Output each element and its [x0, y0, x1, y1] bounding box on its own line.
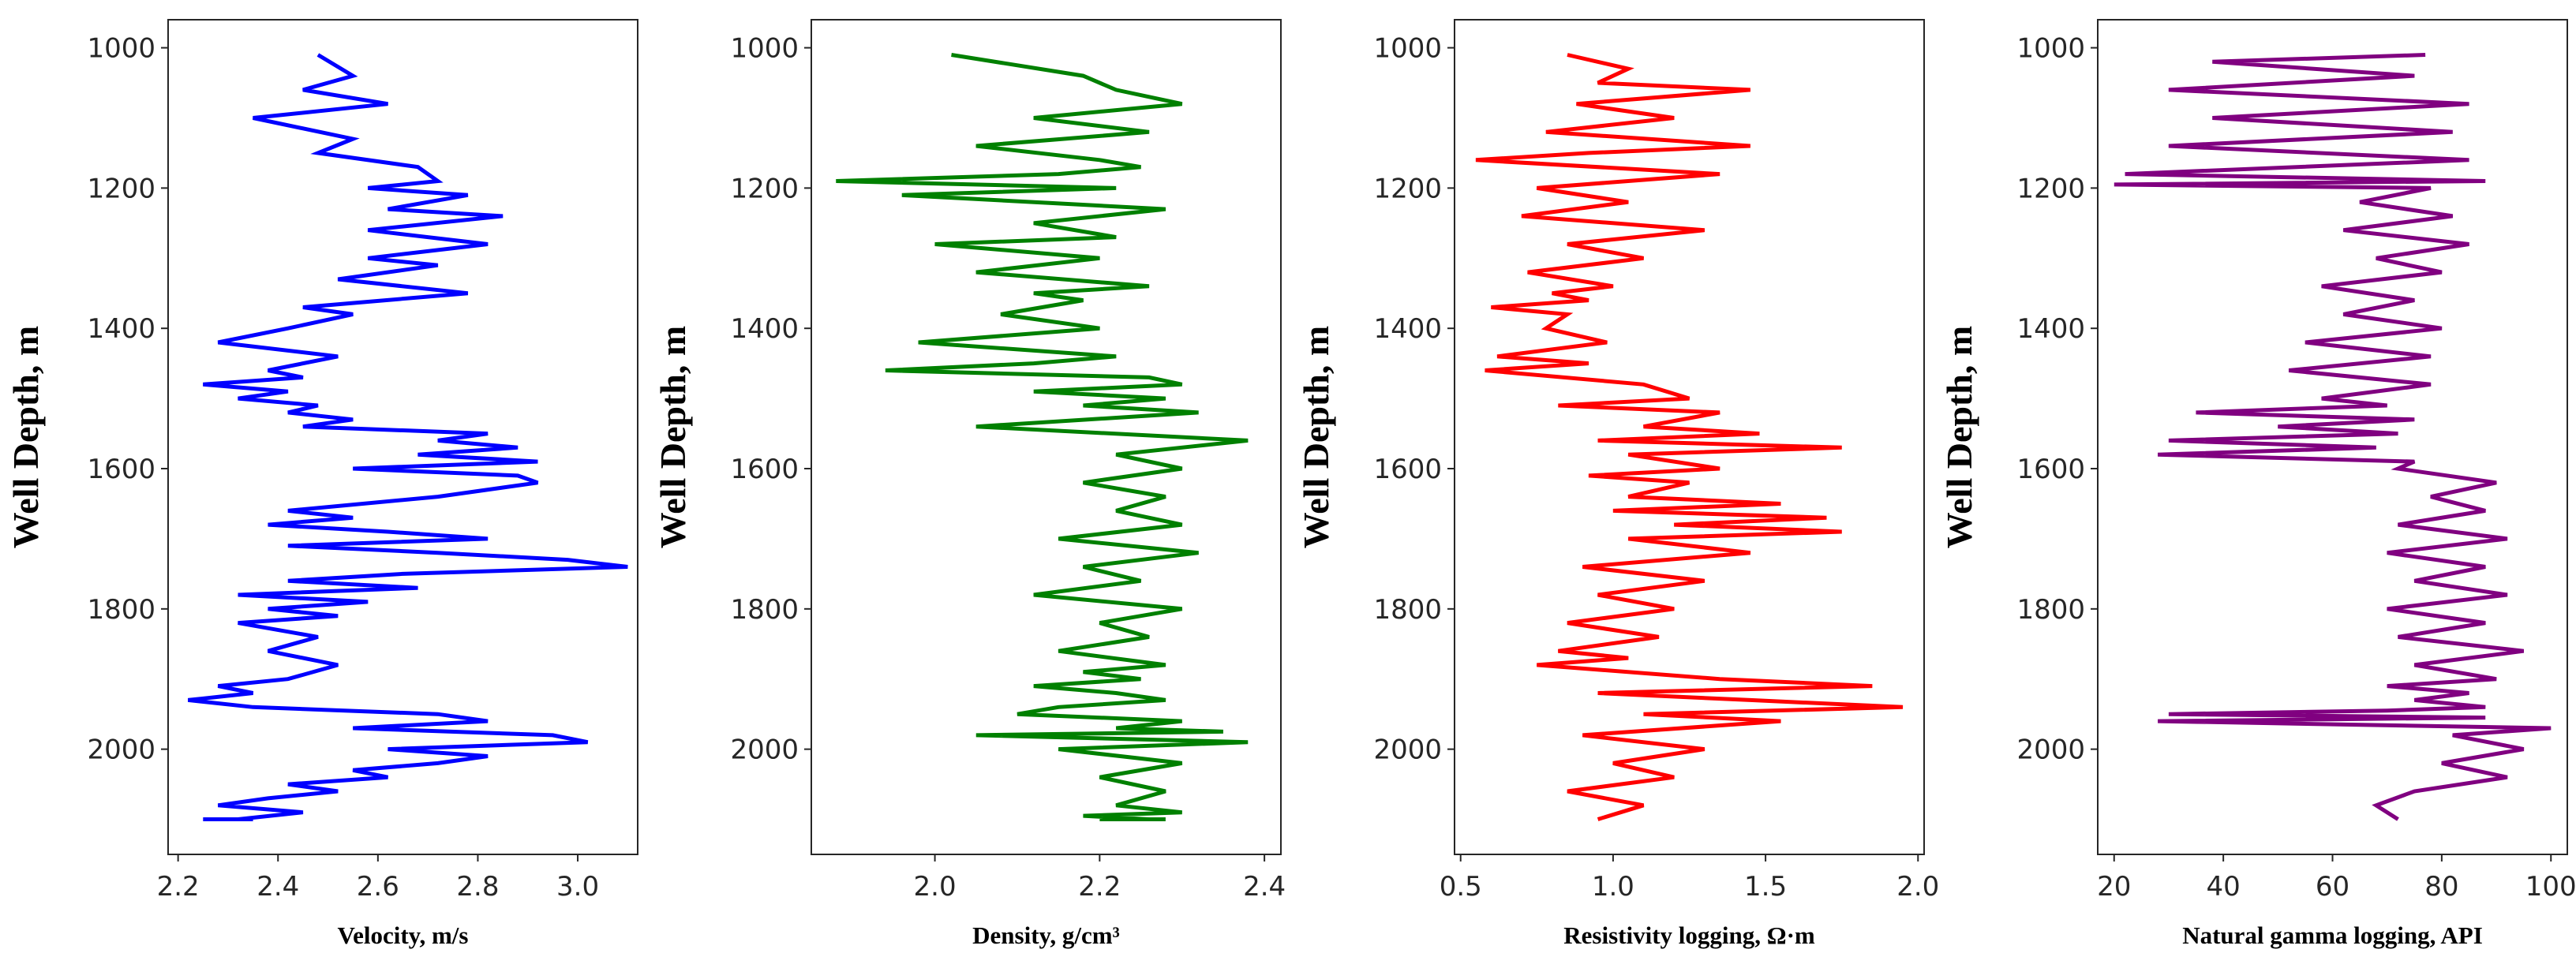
x-tick-label: 2.0	[914, 871, 957, 903]
x-axis-label: Density, g/cm³	[972, 921, 1120, 949]
x-tick-label: 60	[2316, 871, 2349, 903]
y-tick-label: 1200	[87, 173, 155, 204]
x-tick-label: 2.2	[157, 871, 200, 903]
density-panel: 1000 1200 1400 1600 1800 2000 2.0 2.2 2.4 Density…	[653, 19, 1286, 949]
x-tick-label: 2.6	[357, 871, 399, 903]
log-trace-line	[836, 53, 1249, 821]
x-tick-label: 20	[2097, 871, 2131, 903]
y-tick-label: 1000	[1373, 33, 1442, 65]
y-tick-label: 1200	[2016, 173, 2085, 204]
velocity-panel: 1000 1200 1400 1600 1800 2000 2.2 2.4 2.6 2.8 3.0 V…	[6, 19, 638, 949]
resistivity-panel: 1000 1200 1400 1600 1800 2000 0.5 1.0 1.5 2.0 Resi…	[1296, 19, 1939, 949]
y-tick-label: 1600	[730, 454, 799, 485]
y-tick-label: 1000	[87, 33, 155, 65]
x-tick-label: 2.2	[1078, 871, 1121, 903]
x-tick-label: 0.5	[1440, 871, 1482, 903]
x-tick-label: 2.0	[1896, 871, 1939, 903]
x-tick-label: 2.4	[256, 871, 299, 903]
y-tick-label: 1200	[1373, 173, 1442, 204]
y-tick-label: 1800	[1373, 594, 1442, 626]
y-tick-label: 1400	[2016, 313, 2085, 345]
y-tick-label: 2000	[730, 734, 799, 766]
y-axis-label: Well Depth, m	[653, 326, 693, 548]
x-axis-label: Natural gamma logging, API	[2182, 921, 2483, 949]
log-trace-line	[188, 53, 628, 821]
plot-frame	[811, 19, 1282, 855]
plot-frame	[167, 19, 638, 855]
y-tick-label: 2000	[1373, 734, 1442, 766]
y-tick-label: 1400	[1373, 313, 1442, 345]
y-axis-label: Well Depth, m	[6, 326, 46, 548]
y-tick-label: 1200	[730, 173, 799, 204]
log-trace-line	[2114, 53, 2552, 821]
plot-frame	[1454, 19, 1925, 855]
natural-gamma-panel: 1000 1200 1400 1600 1800 2000 20 40 60 80 100 Natur…	[1939, 19, 2576, 949]
x-tick-label: 100	[2525, 871, 2576, 903]
x-tick-label: 2.8	[456, 871, 499, 903]
x-axis-label: Velocity, m/s	[338, 921, 469, 949]
y-tick-label: 1800	[87, 594, 155, 626]
x-tick-label: 80	[2424, 871, 2458, 903]
y-tick-label: 1400	[87, 313, 155, 345]
y-tick-label: 1400	[730, 313, 799, 345]
x-tick-label: 3.0	[556, 871, 599, 903]
log-trace-line	[1475, 53, 1904, 821]
y-tick-label: 1600	[1373, 454, 1442, 485]
x-tick-label: 40	[2206, 871, 2240, 903]
y-tick-label: 2000	[2016, 734, 2085, 766]
y-tick-label: 1600	[2016, 454, 2085, 485]
x-axis-label: Resistivity logging, Ω·m	[1563, 921, 1815, 949]
y-tick-label: 1600	[87, 454, 155, 485]
y-tick-label: 1800	[2016, 594, 2085, 626]
y-axis-label: Well Depth, m	[1296, 326, 1336, 548]
x-tick-label: 1.5	[1744, 871, 1787, 903]
y-tick-label: 1800	[730, 594, 799, 626]
y-tick-label: 1000	[730, 33, 799, 65]
y-tick-label: 2000	[87, 734, 155, 766]
y-axis-label: Well Depth, m	[1939, 326, 1979, 548]
x-tick-label: 2.4	[1243, 871, 1286, 903]
x-tick-label: 1.0	[1592, 871, 1634, 903]
y-tick-label: 1000	[2016, 33, 2085, 65]
